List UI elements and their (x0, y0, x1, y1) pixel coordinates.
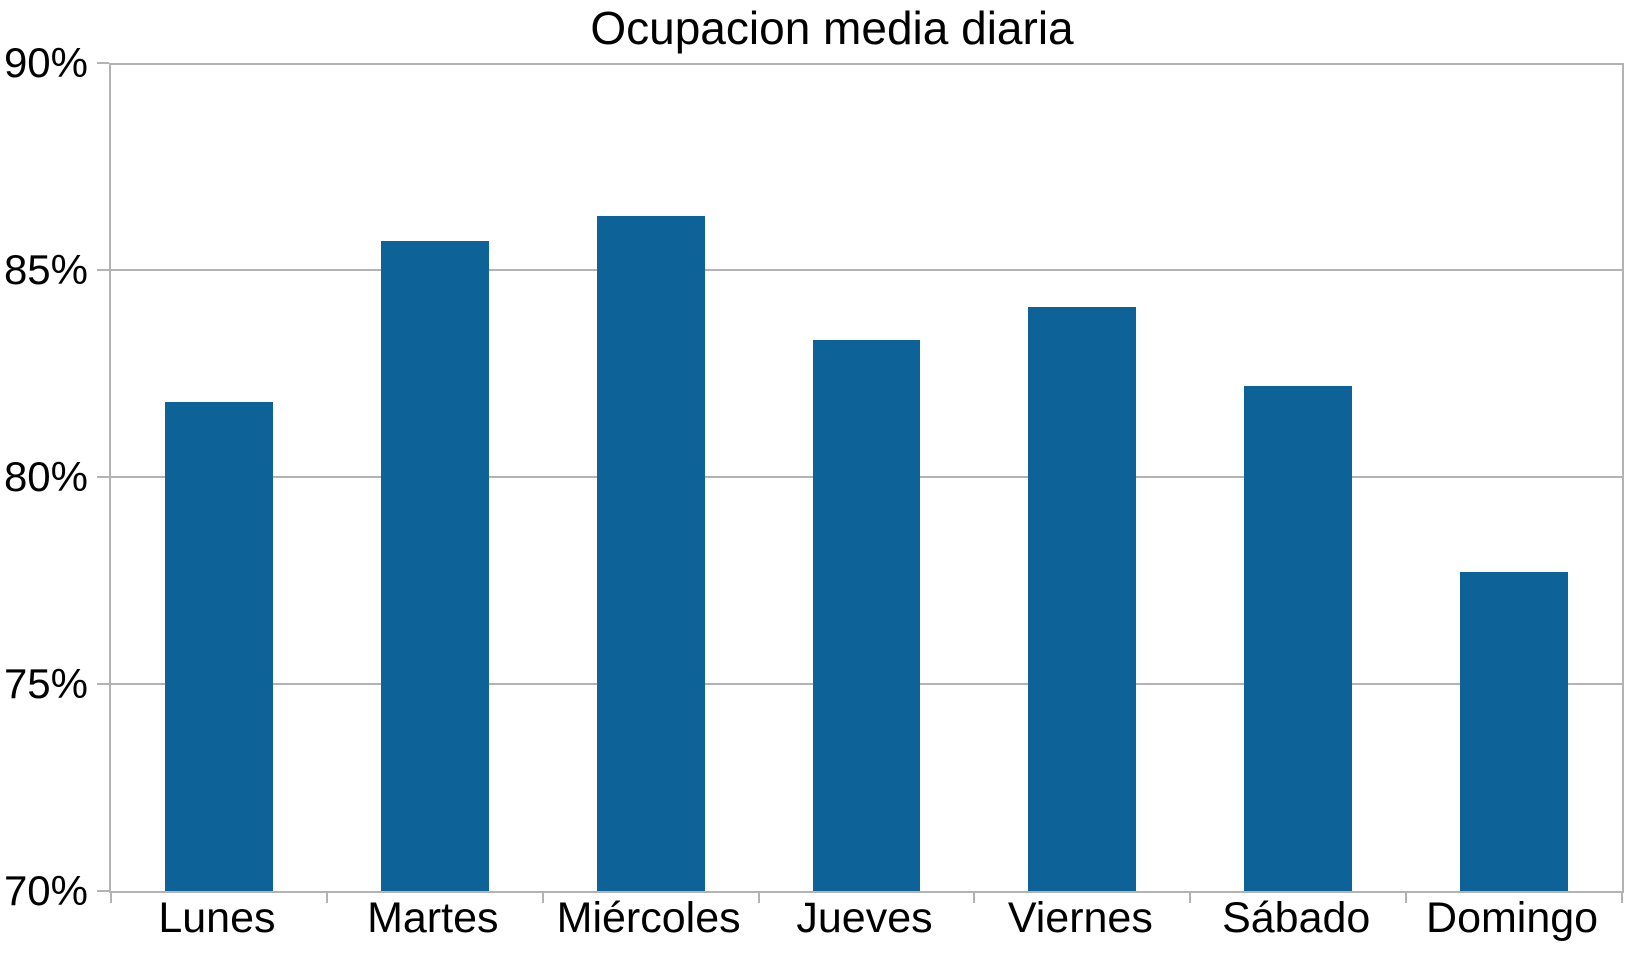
y-axis-tick (97, 269, 109, 271)
chart-title: Ocupacion media diaria (590, 2, 1074, 54)
bar-sabado (1244, 385, 1353, 891)
gridline-90 (111, 63, 1622, 65)
x-axis-category-label: Lunes (158, 894, 276, 942)
x-axis-tick (325, 891, 328, 903)
x-axis-category-label: Viernes (1007, 894, 1153, 942)
x-axis-tick (1189, 891, 1192, 903)
y-axis-tick-label: 75% (3, 660, 88, 707)
y-axis-tick-label: 85% (3, 246, 88, 293)
x-axis-tick (110, 891, 112, 903)
bar-jueves (812, 340, 921, 891)
y-axis-tick (97, 476, 109, 478)
x-axis-tick (1621, 891, 1623, 903)
y-axis-tick-label: 70% (3, 867, 88, 914)
y-axis-tick (97, 62, 109, 64)
x-axis-category-label: Miércoles (556, 894, 741, 942)
x-axis-category-label: Domingo (1426, 894, 1599, 942)
x-axis-category-label: Jueves (796, 894, 933, 942)
x-axis-tick (1405, 891, 1408, 903)
bar-martes (380, 241, 489, 891)
x-axis-tick (541, 891, 544, 903)
x-axis-tick (973, 891, 976, 903)
gridline-85 (111, 269, 1622, 271)
bar-viernes (1028, 307, 1137, 891)
plot-area (97, 62, 1624, 903)
x-axis-category-label: Sábado (1222, 894, 1371, 942)
y-axis-labels: 70% 75% 80% 85% 90% (0, 39, 88, 914)
y-axis-tick (97, 890, 109, 892)
bar-domingo (1460, 572, 1569, 891)
bar-miercoles (596, 216, 705, 891)
bar-lunes (164, 402, 273, 891)
y-axis-tick-label: 90% (3, 39, 88, 86)
x-axis-tick (757, 891, 760, 903)
x-axis-labels: Lunes Martes Miércoles Jueves Viernes Sábado D… (109, 893, 1620, 953)
x-axis-category-label: Martes (367, 894, 499, 942)
y-axis-tick (97, 683, 109, 685)
y-axis-tick-label: 80% (3, 453, 88, 500)
